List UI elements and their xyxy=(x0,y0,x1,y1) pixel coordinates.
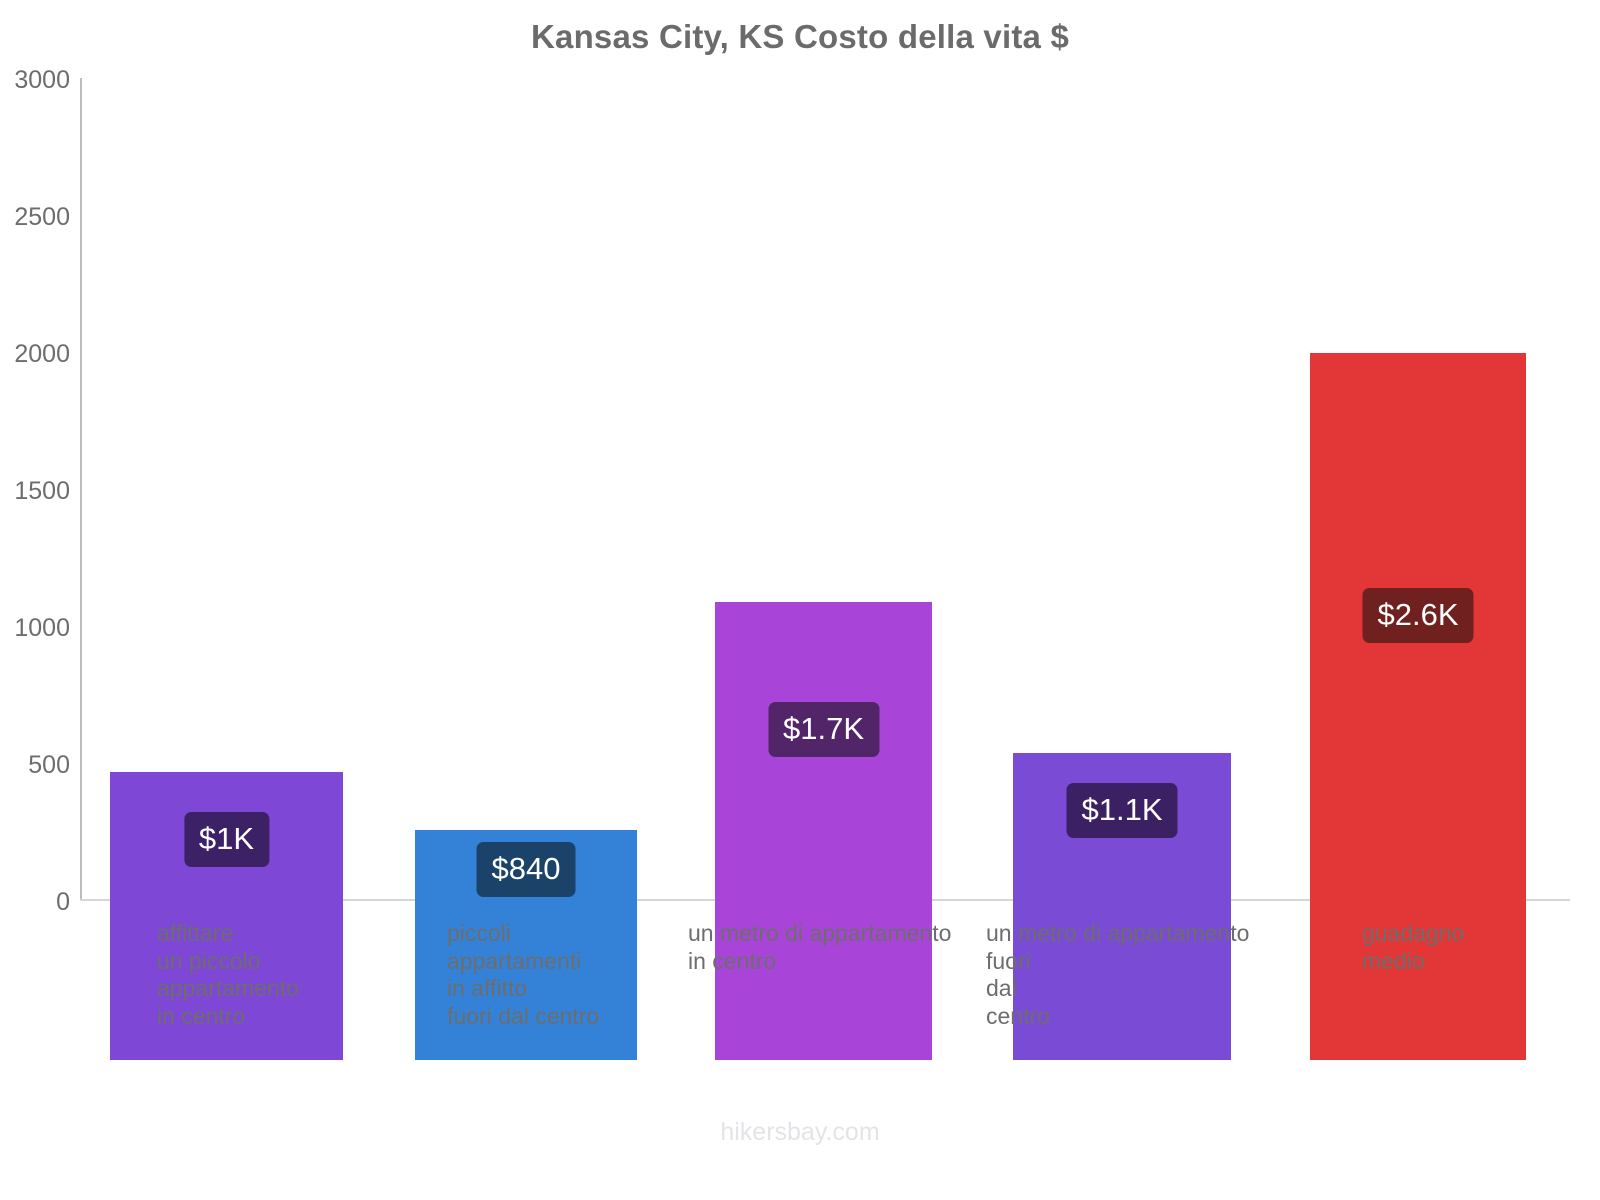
x-tick-label-1: piccoli appartamenti in affitto fuori da… xyxy=(447,920,600,1029)
y-tick-500: 500 xyxy=(28,751,70,779)
y-tick-1500: 1500 xyxy=(14,477,70,505)
y-axis-line xyxy=(80,78,82,900)
bar-value-label: $840 xyxy=(476,842,576,897)
y-tick-1000: 1000 xyxy=(14,614,70,642)
bar-value-label: $1K xyxy=(183,812,270,867)
site-credit: hikersbay.com xyxy=(720,1118,880,1146)
bar-rect[interactable] xyxy=(715,602,932,1060)
chart-plot-area: 3000 2500 2000 1500 1000 500 0 $1K $840 … xyxy=(14,66,1570,1060)
y-tick-0: 0 xyxy=(56,888,70,916)
y-tick-2500: 2500 xyxy=(14,203,70,231)
bar-un-metro-di-appartamento-in-centro[interactable]: $1.7K xyxy=(715,160,932,1060)
x-tick-label-4: guadagno medio xyxy=(1362,920,1465,974)
y-tick-2000: 2000 xyxy=(14,340,70,368)
bar-un-metro-di-appartamento-fuori-dal-centro[interactable]: $1.1K xyxy=(1013,160,1231,1060)
bar-affittare-un-piccolo-appartamento-in-centro[interactable]: $1K xyxy=(110,160,343,1060)
x-tick-label-3: un metro di appartamento fuori dal centr… xyxy=(986,920,1250,1029)
bar-piccoli-appartamenti-in-affitto-fuori-dal-centro[interactable]: $840 xyxy=(415,160,637,1060)
bar-value-label: $1.1K xyxy=(1066,783,1178,838)
x-tick-label-2: un metro di appartamento in centro xyxy=(688,920,952,974)
bar-rect[interactable] xyxy=(1310,353,1526,1060)
bar-guadagno-medio[interactable]: $2.6K xyxy=(1310,160,1526,1060)
x-tick-label-0: affittare un piccolo appartamento in cen… xyxy=(157,920,299,1029)
y-tick-3000: 3000 xyxy=(14,66,70,94)
page-title: Kansas City, KS Costo della vita $ xyxy=(530,18,1070,55)
bar-value-label: $2.6K xyxy=(1362,588,1474,643)
bar-value-label: $1.7K xyxy=(767,702,880,757)
